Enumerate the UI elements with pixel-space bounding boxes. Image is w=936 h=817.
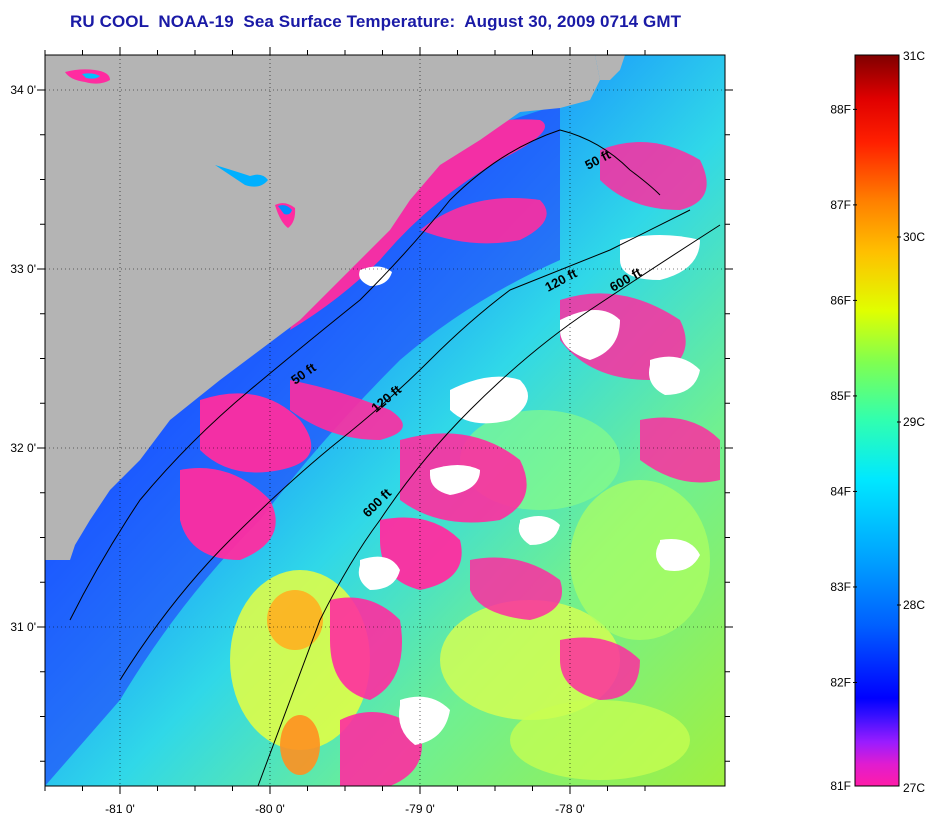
- lon-tick-label: -80 0': [255, 802, 285, 816]
- colorbar-f-label: 85F: [830, 389, 851, 403]
- contour-50ft: [69, 129, 661, 621]
- lat-tick-label: 33 0': [10, 262, 36, 276]
- axis-ticks: [37, 47, 733, 794]
- cloud-mask-regions: [358, 235, 700, 745]
- colorbar-f-label: 82F: [830, 675, 851, 689]
- contour-120ft: [119, 209, 691, 681]
- map-title: RU COOL NOAA-19 Sea Surface Temperature:…: [70, 12, 682, 31]
- lat-tick-label: 32 0': [10, 441, 36, 455]
- coastline-land-northeast: [595, 55, 625, 80]
- colorbar-f-label: 81F: [830, 779, 851, 793]
- temperature-colorbar: 88F 87F 86F 85F 84F 83F 82F 81F 31C 30C 29C 28C 27C: [830, 49, 925, 795]
- map-frame: [44, 54, 726, 787]
- colorbar-f-label: 83F: [830, 580, 851, 594]
- contour-600ft: [257, 224, 721, 786]
- colorbar-fahrenheit-labels: 88F 87F 86F 85F 84F 83F 82F 81F: [830, 102, 857, 793]
- coastline-land: [45, 55, 600, 560]
- warm-water-patches: [230, 410, 710, 780]
- colorbar-f-label: 87F: [830, 198, 851, 212]
- inland-lakes: [65, 69, 296, 228]
- colorbar-f-label: 84F: [830, 484, 851, 498]
- sst-map: [45, 55, 725, 786]
- longitude-labels: -81 0' -80 0' -79 0' -78 0': [105, 802, 585, 816]
- colorbar-celsius-labels: 31C 30C 29C 28C 27C: [897, 49, 925, 795]
- colorbar-scale: [855, 55, 899, 786]
- colorbar-c-label: 31C: [903, 49, 925, 63]
- isobath-contours: [69, 129, 721, 786]
- lat-lon-grid: [45, 55, 725, 786]
- colorbar-c-label: 30C: [903, 230, 925, 244]
- lon-tick-label: -81 0': [105, 802, 135, 816]
- latitude-labels: 34 0' 33 0' 32 0' 31 0': [10, 83, 36, 634]
- colorbar-f-label: 86F: [830, 293, 851, 307]
- lat-tick-label: 31 0': [10, 620, 36, 634]
- colorbar-c-label: 28C: [903, 598, 925, 612]
- colorbar-c-label: 29C: [903, 415, 925, 429]
- colorbar-frame: [854, 54, 900, 787]
- lat-tick-label: 34 0': [10, 83, 36, 97]
- lon-tick-label: -78 0': [555, 802, 585, 816]
- colorbar-c-label: 27C: [903, 781, 925, 795]
- lon-tick-label: -79 0': [405, 802, 435, 816]
- colorbar-f-label: 88F: [830, 102, 851, 116]
